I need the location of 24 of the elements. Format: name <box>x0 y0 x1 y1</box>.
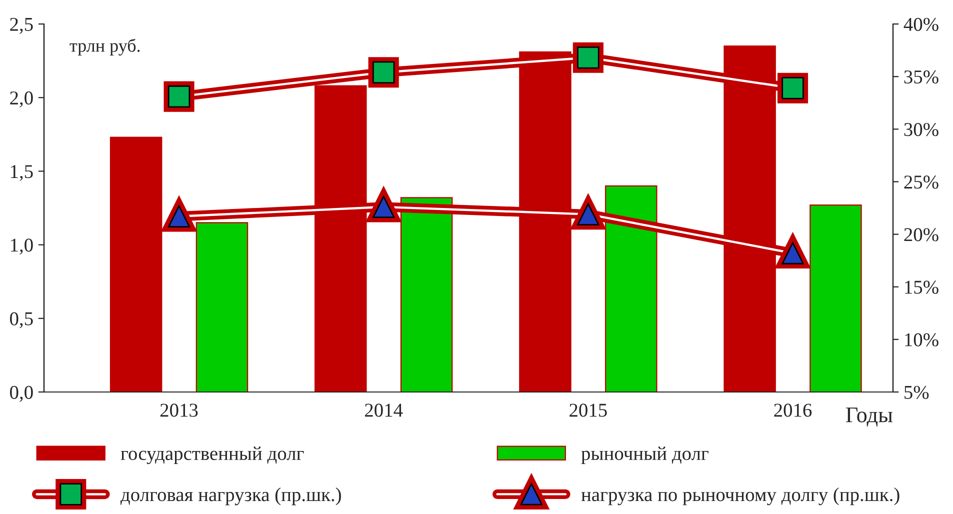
y2-tick-label: 40% <box>904 18 938 31</box>
y-tick-label: 0,0 <box>10 386 33 402</box>
x-axis-title: Годы <box>846 408 892 426</box>
x-tick-label: 2014 <box>365 404 403 417</box>
y-tick-label: 2,5 <box>10 18 33 34</box>
y2-tick-label: 30% <box>904 122 938 136</box>
y2-tick-label: 25% <box>904 176 938 189</box>
y-tick-label: 0,5 <box>10 312 33 328</box>
y2-tick-label: 10% <box>905 333 938 346</box>
y2-tick-label: 35% <box>904 70 938 84</box>
x-tick-label: 2013 <box>160 404 198 417</box>
x-tick-label: 2016 <box>774 404 812 417</box>
y2-tick-label: 5% <box>904 386 929 399</box>
legend-label: нагрузка по рыночному долгу (пр.шк.) <box>581 488 900 506</box>
y-tick-label: 2,0 <box>10 91 33 108</box>
legend-label: долговая нагрузка (пр.шк.) <box>120 488 341 506</box>
y-tick-label: 1,0 <box>10 238 33 255</box>
x-tick-label: 2015 <box>570 404 607 417</box>
y2-tick-label: 15% <box>905 280 938 294</box>
legend-label: государственный долг <box>120 446 304 464</box>
y2-tick-label: 20% <box>904 228 938 242</box>
y-axis-title: трлн руб. <box>70 38 140 56</box>
legend-label: рыночный долг <box>581 446 708 464</box>
y-tick-label: 1,5 <box>10 165 33 181</box>
